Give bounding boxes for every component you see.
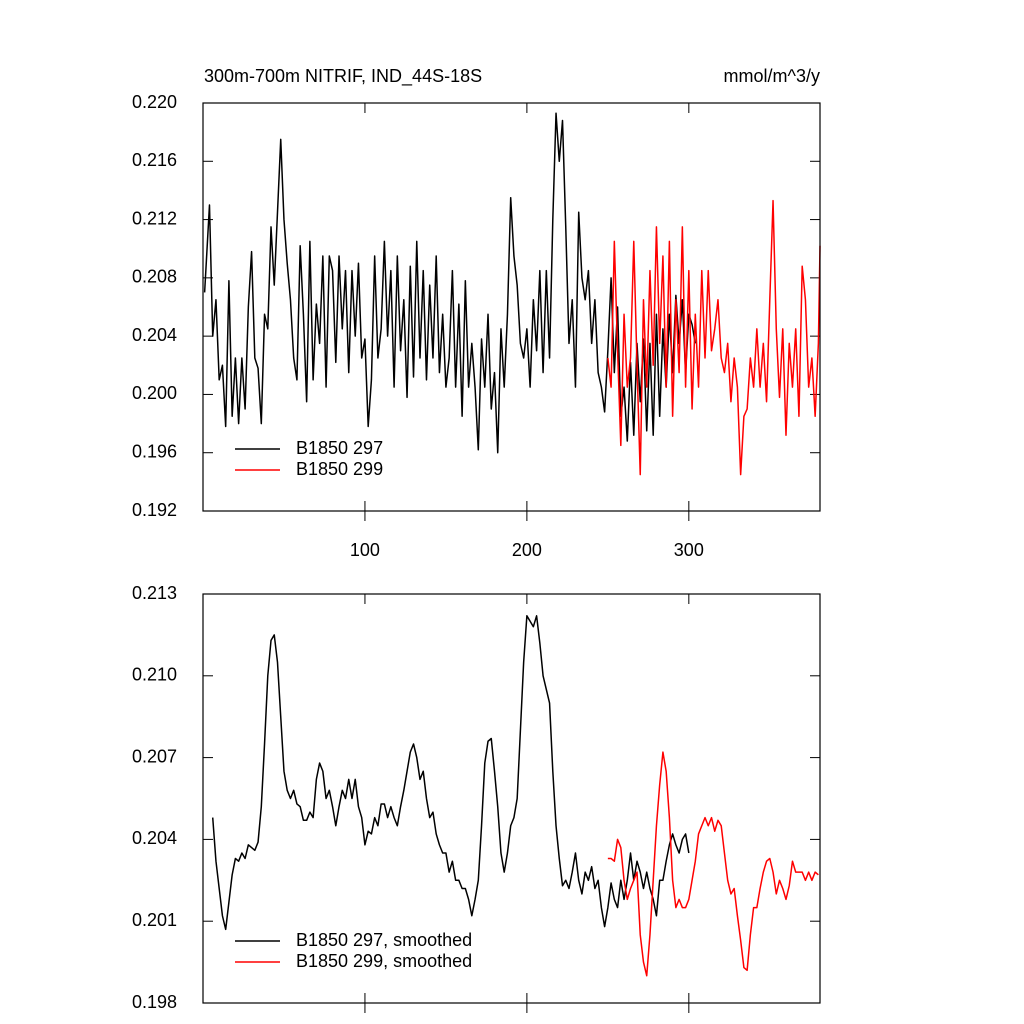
x-tick-label: 100: [350, 540, 380, 560]
y-tick-label: 0.220: [132, 92, 177, 112]
legend-label: B1850 297: [296, 438, 383, 458]
y-tick-label: 0.200: [132, 383, 177, 403]
data-line: [211, 615, 690, 931]
legend-label: B1850 299, smoothed: [296, 951, 472, 971]
y-tick-label: 0.192: [132, 500, 177, 520]
data-line: [203, 112, 697, 454]
y-tick-label: 0.208: [132, 267, 177, 287]
y-tick-label: 0.204: [132, 828, 177, 848]
units-label: mmol/m^3/y: [724, 66, 820, 86]
legend-label: B1850 297, smoothed: [296, 930, 472, 950]
y-tick-label: 0.210: [132, 665, 177, 685]
y-tick-label: 0.207: [132, 746, 177, 766]
y-tick-label: 0.201: [132, 910, 177, 930]
plot-frame: [202, 593, 821, 1004]
legend-label: B1850 299: [296, 459, 383, 479]
data-line: [607, 751, 819, 977]
y-tick-label: 0.196: [132, 441, 177, 461]
y-tick-label: 0.213: [132, 583, 177, 603]
chart-title: 300m-700m NITRIF, IND_44S-18S: [204, 66, 482, 87]
y-tick-label: 0.212: [132, 208, 177, 228]
y-tick-label: 0.198: [132, 992, 177, 1012]
x-tick-label: 300: [674, 540, 704, 560]
x-tick-label: 200: [512, 540, 542, 560]
data-line: [607, 199, 821, 476]
plot-frame: [202, 102, 821, 512]
y-tick-label: 0.204: [132, 325, 177, 345]
y-tick-label: 0.216: [132, 150, 177, 170]
